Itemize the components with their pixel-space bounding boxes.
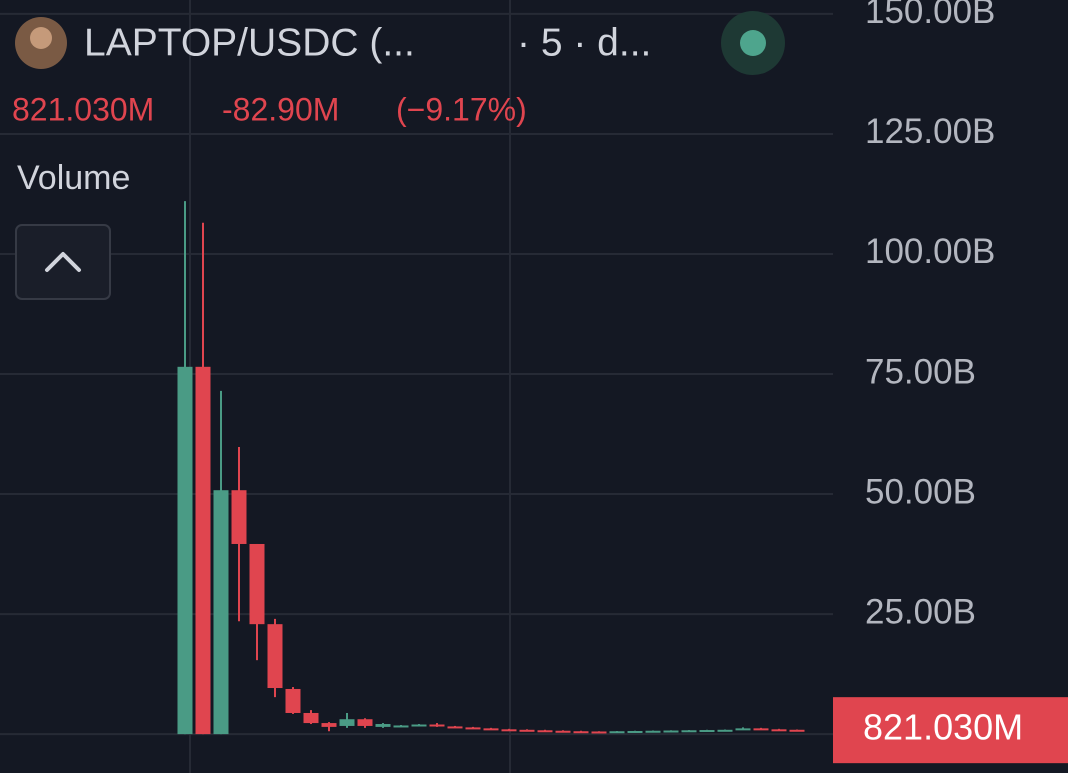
candle-body: [699, 730, 715, 733]
chevron-up-icon[interactable]: [45, 252, 81, 272]
candle-body: [483, 728, 499, 731]
candle-body: [609, 731, 625, 734]
change-percent: (−9.17%): [396, 91, 527, 127]
candle-body: [267, 624, 283, 689]
candle-body: [339, 719, 355, 726]
candle-body: [321, 723, 337, 727]
candle-body: [429, 724, 445, 727]
candle-body: [501, 729, 517, 732]
y-tick-label: 50.00B: [865, 472, 976, 511]
candle-body: [393, 725, 409, 728]
candle-body: [177, 366, 193, 735]
candle-body: [465, 727, 481, 730]
candle-body: [753, 728, 769, 731]
candle-body: [249, 543, 265, 625]
candle-body: [519, 729, 535, 732]
candle-body: [303, 712, 319, 724]
avatar-face: [30, 27, 52, 49]
candle-body: [285, 688, 301, 713]
y-tick-label: 125.00B: [865, 112, 995, 151]
candle-body: [213, 490, 229, 735]
y-tick-label: 150.00B: [865, 0, 995, 31]
candle-body: [375, 724, 391, 727]
candle-body: [717, 729, 733, 732]
interval: · 5 · d...: [517, 21, 651, 64]
collapse-button[interactable]: [15, 224, 111, 300]
button-frame[interactable]: [15, 224, 111, 300]
candle-body: [681, 730, 697, 733]
candle-body: [789, 729, 805, 732]
candle-body: [627, 730, 643, 733]
y-tick-label: 100.00B: [865, 232, 995, 271]
last-value-marker-label: 821.030M: [863, 707, 1023, 748]
candle-body: [663, 730, 679, 733]
status-dot: [740, 30, 766, 56]
candle-body: [537, 730, 553, 733]
candle-body: [555, 730, 571, 733]
indicator-label: Volume: [17, 159, 130, 197]
candle-body: [735, 728, 751, 731]
candle-body: [195, 366, 211, 735]
last-value: 821.030M: [12, 91, 154, 127]
change: -82.90M: [222, 91, 339, 127]
last-value-marker: [833, 697, 1068, 764]
y-tick-label: 25.00B: [865, 592, 976, 631]
plot: [0, 12, 833, 736]
candle-body: [645, 730, 661, 733]
candle-body: [591, 731, 607, 734]
candle-body: [771, 729, 787, 732]
y-tick-label: 75.00B: [865, 352, 976, 391]
candle-body: [231, 490, 247, 544]
candle-body: [447, 726, 463, 729]
price-axis: 25.00B 50.00B 75.00B 100.00B 125.00B 150.00B 8…: [833, 0, 1068, 764]
symbol-title: LAPTOP/USDC (...: [84, 21, 415, 64]
candle-body: [411, 724, 427, 727]
candle-body: [573, 731, 589, 734]
candle-body: [357, 719, 373, 726]
